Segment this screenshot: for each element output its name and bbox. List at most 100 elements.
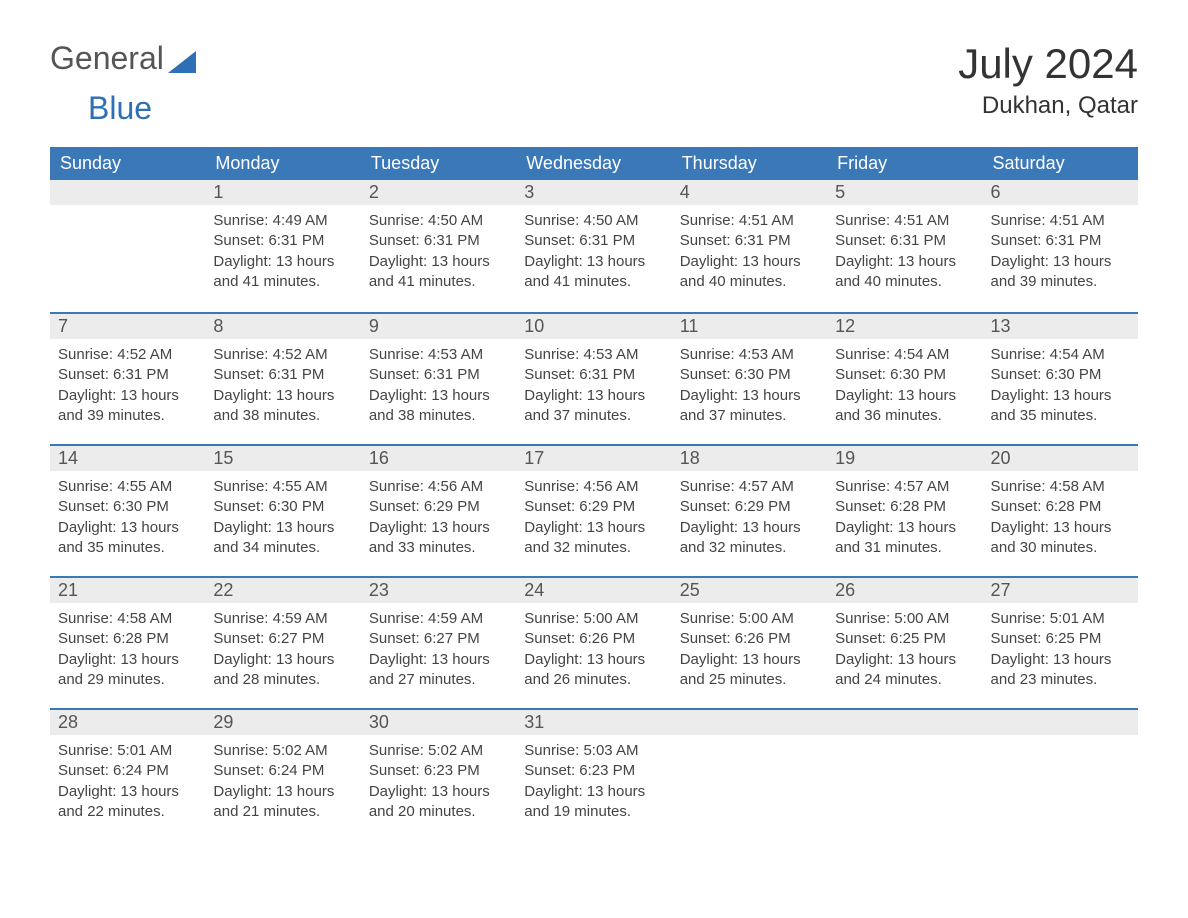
- daylight-line: Daylight: 13 hours and 31 minutes.: [835, 518, 974, 559]
- calendar-cell: 11Sunrise: 4:53 AMSunset: 6:30 PMDayligh…: [672, 312, 827, 444]
- day-content: Sunrise: 4:55 AMSunset: 6:30 PMDaylight:…: [50, 471, 205, 566]
- calendar-cell-empty: [50, 180, 205, 312]
- day-content: Sunrise: 4:56 AMSunset: 6:29 PMDaylight:…: [516, 471, 671, 566]
- calendar-row: 7Sunrise: 4:52 AMSunset: 6:31 PMDaylight…: [50, 312, 1138, 444]
- day-number: 15: [205, 444, 360, 471]
- calendar-cell: 22Sunrise: 4:59 AMSunset: 6:27 PMDayligh…: [205, 576, 360, 708]
- day-number: 4: [672, 180, 827, 205]
- calendar-cell: 9Sunrise: 4:53 AMSunset: 6:31 PMDaylight…: [361, 312, 516, 444]
- sunrise-line: Sunrise: 4:56 AM: [369, 477, 508, 497]
- sunrise-line: Sunrise: 4:59 AM: [369, 609, 508, 629]
- sunrise-line: Sunrise: 4:53 AM: [524, 345, 663, 365]
- sunrise-line: Sunrise: 4:52 AM: [58, 345, 197, 365]
- logo-triangle-icon: [168, 51, 196, 73]
- day-number: 6: [983, 180, 1138, 205]
- sunset-line: Sunset: 6:30 PM: [58, 497, 197, 517]
- daylight-line: Daylight: 13 hours and 35 minutes.: [991, 386, 1130, 427]
- daylight-line: Daylight: 13 hours and 39 minutes.: [991, 252, 1130, 293]
- day-content: Sunrise: 4:55 AMSunset: 6:30 PMDaylight:…: [205, 471, 360, 566]
- daylight-line: Daylight: 13 hours and 41 minutes.: [524, 252, 663, 293]
- day-content: Sunrise: 5:00 AMSunset: 6:26 PMDaylight:…: [672, 603, 827, 698]
- day-number: 18: [672, 444, 827, 471]
- sunrise-line: Sunrise: 4:54 AM: [835, 345, 974, 365]
- calendar-cell: 18Sunrise: 4:57 AMSunset: 6:29 PMDayligh…: [672, 444, 827, 576]
- day-number: 1: [205, 180, 360, 205]
- daylight-line: Daylight: 13 hours and 19 minutes.: [524, 782, 663, 823]
- day-content: Sunrise: 5:01 AMSunset: 6:25 PMDaylight:…: [983, 603, 1138, 698]
- day-content: Sunrise: 4:59 AMSunset: 6:27 PMDaylight:…: [205, 603, 360, 698]
- calendar-cell: 8Sunrise: 4:52 AMSunset: 6:31 PMDaylight…: [205, 312, 360, 444]
- daylight-line: Daylight: 13 hours and 37 minutes.: [680, 386, 819, 427]
- sunset-line: Sunset: 6:31 PM: [524, 365, 663, 385]
- sunrise-line: Sunrise: 4:53 AM: [680, 345, 819, 365]
- calendar-cell: 25Sunrise: 5:00 AMSunset: 6:26 PMDayligh…: [672, 576, 827, 708]
- day-number: 11: [672, 312, 827, 339]
- daylight-line: Daylight: 13 hours and 41 minutes.: [213, 252, 352, 293]
- sunrise-line: Sunrise: 5:00 AM: [524, 609, 663, 629]
- daylight-line: Daylight: 13 hours and 24 minutes.: [835, 650, 974, 691]
- day-content: Sunrise: 4:53 AMSunset: 6:30 PMDaylight:…: [672, 339, 827, 434]
- calendar-row: 14Sunrise: 4:55 AMSunset: 6:30 PMDayligh…: [50, 444, 1138, 576]
- sunrise-line: Sunrise: 4:55 AM: [213, 477, 352, 497]
- day-content: Sunrise: 5:00 AMSunset: 6:25 PMDaylight:…: [827, 603, 982, 698]
- day-content: Sunrise: 4:49 AMSunset: 6:31 PMDaylight:…: [205, 205, 360, 300]
- sunset-line: Sunset: 6:31 PM: [213, 365, 352, 385]
- calendar-cell: 13Sunrise: 4:54 AMSunset: 6:30 PMDayligh…: [983, 312, 1138, 444]
- calendar-cell: 3Sunrise: 4:50 AMSunset: 6:31 PMDaylight…: [516, 180, 671, 312]
- day-content: Sunrise: 4:51 AMSunset: 6:31 PMDaylight:…: [983, 205, 1138, 300]
- daylight-line: Daylight: 13 hours and 41 minutes.: [369, 252, 508, 293]
- sunrise-line: Sunrise: 4:53 AM: [369, 345, 508, 365]
- sunset-line: Sunset: 6:29 PM: [369, 497, 508, 517]
- daylight-line: Daylight: 13 hours and 33 minutes.: [369, 518, 508, 559]
- calendar-cell: 19Sunrise: 4:57 AMSunset: 6:28 PMDayligh…: [827, 444, 982, 576]
- day-content: Sunrise: 4:51 AMSunset: 6:31 PMDaylight:…: [827, 205, 982, 300]
- calendar-cell-empty: [983, 708, 1138, 840]
- weekday-header-row: Sunday Monday Tuesday Wednesday Thursday…: [50, 147, 1138, 180]
- daylight-line: Daylight: 13 hours and 20 minutes.: [369, 782, 508, 823]
- day-content: Sunrise: 4:50 AMSunset: 6:31 PMDaylight:…: [516, 205, 671, 300]
- weekday-header: Sunday: [50, 147, 205, 180]
- day-number: 23: [361, 576, 516, 603]
- day-number: 25: [672, 576, 827, 603]
- sunset-line: Sunset: 6:25 PM: [835, 629, 974, 649]
- sunset-line: Sunset: 6:23 PM: [524, 761, 663, 781]
- weekday-header: Monday: [205, 147, 360, 180]
- calendar-table: Sunday Monday Tuesday Wednesday Thursday…: [50, 147, 1138, 840]
- sunset-line: Sunset: 6:24 PM: [213, 761, 352, 781]
- sunset-line: Sunset: 6:31 PM: [369, 231, 508, 251]
- sunrise-line: Sunrise: 5:02 AM: [369, 741, 508, 761]
- sunrise-line: Sunrise: 5:01 AM: [991, 609, 1130, 629]
- daylight-line: Daylight: 13 hours and 25 minutes.: [680, 650, 819, 691]
- day-content: Sunrise: 4:53 AMSunset: 6:31 PMDaylight:…: [361, 339, 516, 434]
- calendar-cell: 24Sunrise: 5:00 AMSunset: 6:26 PMDayligh…: [516, 576, 671, 708]
- day-number: 31: [516, 708, 671, 735]
- calendar-row: 1Sunrise: 4:49 AMSunset: 6:31 PMDaylight…: [50, 180, 1138, 312]
- calendar-cell: 4Sunrise: 4:51 AMSunset: 6:31 PMDaylight…: [672, 180, 827, 312]
- sunrise-line: Sunrise: 4:51 AM: [680, 211, 819, 231]
- day-content: Sunrise: 4:54 AMSunset: 6:30 PMDaylight:…: [827, 339, 982, 434]
- calendar-cell: 2Sunrise: 4:50 AMSunset: 6:31 PMDaylight…: [361, 180, 516, 312]
- sunset-line: Sunset: 6:31 PM: [369, 365, 508, 385]
- day-number: 5: [827, 180, 982, 205]
- sunset-line: Sunset: 6:31 PM: [524, 231, 663, 251]
- day-number: 20: [983, 444, 1138, 471]
- sunrise-line: Sunrise: 5:01 AM: [58, 741, 197, 761]
- daylight-line: Daylight: 13 hours and 21 minutes.: [213, 782, 352, 823]
- sunset-line: Sunset: 6:23 PM: [369, 761, 508, 781]
- sunrise-line: Sunrise: 4:54 AM: [991, 345, 1130, 365]
- sunset-line: Sunset: 6:31 PM: [213, 231, 352, 251]
- logo-text-blue: Blue: [88, 90, 1176, 127]
- calendar-cell: 16Sunrise: 4:56 AMSunset: 6:29 PMDayligh…: [361, 444, 516, 576]
- day-number: 17: [516, 444, 671, 471]
- day-number: 2: [361, 180, 516, 205]
- calendar-row: 28Sunrise: 5:01 AMSunset: 6:24 PMDayligh…: [50, 708, 1138, 840]
- sunset-line: Sunset: 6:25 PM: [991, 629, 1130, 649]
- day-content: Sunrise: 4:50 AMSunset: 6:31 PMDaylight:…: [361, 205, 516, 300]
- calendar-cell: 29Sunrise: 5:02 AMSunset: 6:24 PMDayligh…: [205, 708, 360, 840]
- calendar-cell: 6Sunrise: 4:51 AMSunset: 6:31 PMDaylight…: [983, 180, 1138, 312]
- day-number: 29: [205, 708, 360, 735]
- calendar-cell: 7Sunrise: 4:52 AMSunset: 6:31 PMDaylight…: [50, 312, 205, 444]
- calendar-cell: 23Sunrise: 4:59 AMSunset: 6:27 PMDayligh…: [361, 576, 516, 708]
- sunrise-line: Sunrise: 4:51 AM: [991, 211, 1130, 231]
- calendar-cell: 10Sunrise: 4:53 AMSunset: 6:31 PMDayligh…: [516, 312, 671, 444]
